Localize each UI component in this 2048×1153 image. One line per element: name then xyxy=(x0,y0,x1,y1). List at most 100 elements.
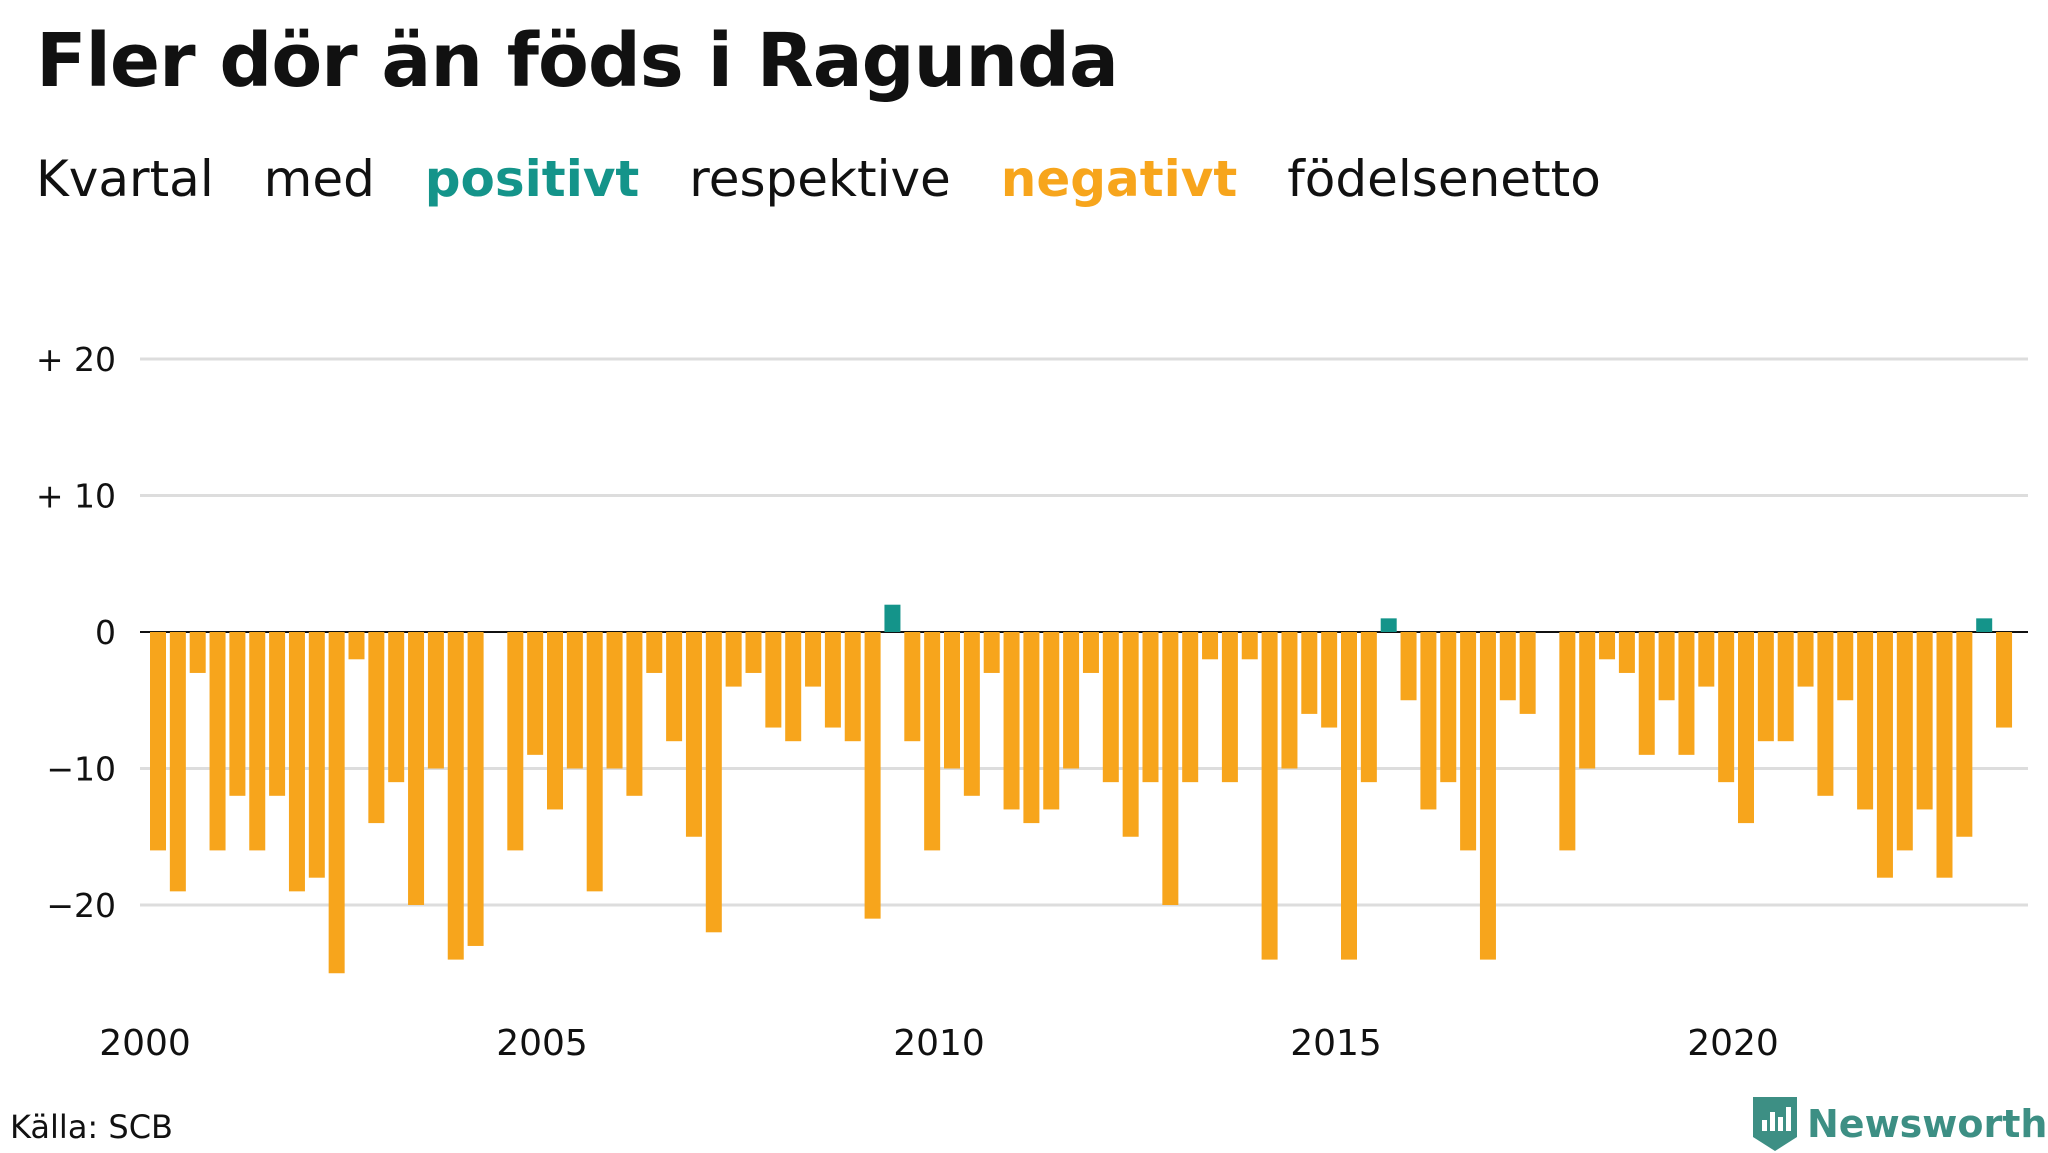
bar: 2021 Q4: -18 xyxy=(1876,632,1893,878)
bar: 2010 Q2: -12 xyxy=(963,632,980,796)
bar: 2006 Q4: -15 xyxy=(685,632,702,837)
bar: 2011 Q2: -13 xyxy=(1043,632,1060,810)
bar: 2017 Q1: -5 xyxy=(1499,632,1516,701)
newsworthy-logo-icon xyxy=(1753,1097,1797,1151)
bar: 2012 Q4: -20 xyxy=(1162,632,1179,905)
bar: 2001 Q1: -12 xyxy=(229,632,246,796)
bar: 2001 Q4: -19 xyxy=(288,632,305,892)
y-tick-label: 0 xyxy=(95,613,116,652)
bar: 2015 Q4: -5 xyxy=(1400,632,1417,701)
bar: 2016 Q2: -11 xyxy=(1440,632,1457,783)
bar: 2006 Q1: -12 xyxy=(626,632,643,796)
bar: 2019 Q3: -4 xyxy=(1698,632,1715,687)
bar: 2000 Q1: -16 xyxy=(150,632,166,851)
bar: 2006 Q3: -8 xyxy=(666,632,683,742)
y-tick-label: + 20 xyxy=(36,340,116,379)
bar: 2003 Q3: -10 xyxy=(427,632,444,769)
bar: 2020 Q3: -8 xyxy=(1777,632,1794,742)
x-tick-label: 2000 xyxy=(99,1023,191,1064)
y-tick-label: −20 xyxy=(46,886,116,925)
bar: 2013 Q1: -11 xyxy=(1182,632,1199,783)
bar: 2020 Q4: -4 xyxy=(1797,632,1814,687)
x-tick-label: 2005 xyxy=(496,1023,588,1064)
bar: 2019 Q2: -9 xyxy=(1678,632,1695,755)
bar: 2017 Q2: -6 xyxy=(1519,632,1536,714)
bar: 2007 Q2: -4 xyxy=(725,632,742,687)
bar: 2014 Q2: -10 xyxy=(1281,632,1298,769)
bar: 2001 Q3: -12 xyxy=(269,632,286,796)
bar: 2018 Q2: -2 xyxy=(1599,632,1616,660)
bar: 2018 Q1: -10 xyxy=(1579,632,1596,769)
bars: 2000 Q1: -162000 Q2: -192000 Q3: -32000 … xyxy=(150,604,2013,974)
bar: 2005 Q2: -10 xyxy=(566,632,583,769)
bar: 2013 Q2: -2 xyxy=(1202,632,1219,660)
bar: 2021 Q1: -12 xyxy=(1817,632,1834,796)
subtitle-positive-label: positivt xyxy=(424,150,640,208)
bar: 2019 Q1: -5 xyxy=(1658,632,1675,701)
bar: 2004 Q1: -23 xyxy=(467,632,484,946)
bar: 2014 Q1: -24 xyxy=(1261,632,1278,960)
bar: 2006 Q2: -3 xyxy=(646,632,663,673)
bar: 2002 Q4: -14 xyxy=(368,632,385,824)
y-tick-label: + 10 xyxy=(36,477,116,516)
bar: 2000 Q3: -3 xyxy=(189,632,206,673)
bar: 2013 Q4: -2 xyxy=(1241,632,1258,660)
subtitle-word: Kvartal xyxy=(36,150,214,208)
bar: 2013 Q3: -11 xyxy=(1221,632,1238,783)
bar: 2005 Q3: -19 xyxy=(586,632,603,892)
bar: 2022 Q3: -18 xyxy=(1936,632,1953,878)
bar: 2008 Q4: -8 xyxy=(844,632,861,742)
x-tick-label: 2010 xyxy=(893,1023,985,1064)
subtitle-word: födelsenetto xyxy=(1287,150,1601,208)
source-note: Källa: SCB xyxy=(10,1108,173,1146)
bar: 2016 Q4: -24 xyxy=(1479,632,1496,960)
bar: 2009 Q3: -8 xyxy=(904,632,921,742)
bar: 2015 Q2: -11 xyxy=(1360,632,1377,783)
bar: 2002 Q1: -18 xyxy=(308,632,325,878)
bar: 2015 Q1: -24 xyxy=(1341,632,1357,960)
bar: 2016 Q1: -13 xyxy=(1420,632,1437,810)
y-tick-label: −10 xyxy=(46,750,116,789)
bar: 2010 Q4: -13 xyxy=(1003,632,1020,810)
x-tick-label: 2020 xyxy=(1687,1023,1779,1064)
bar: 2005 Q4: -10 xyxy=(606,632,623,769)
bar: 2005 Q1: -13 xyxy=(547,632,563,810)
bar: 2011 Q1: -14 xyxy=(1023,632,1040,824)
bar: 2021 Q3: -13 xyxy=(1857,632,1874,810)
bar: 2004 Q4: -9 xyxy=(527,632,544,755)
bar: 2016 Q3: -16 xyxy=(1460,632,1477,851)
bar: 2022 Q2: -13 xyxy=(1916,632,1933,810)
bar: 2010 Q3: -3 xyxy=(983,632,1000,673)
chart-title: Fler dör än föds i Ragunda xyxy=(36,18,1119,104)
bar: 2010 Q1: -10 xyxy=(944,632,960,769)
x-tick-label: 2015 xyxy=(1290,1023,1382,1064)
bar: 2003 Q2: -20 xyxy=(408,632,425,905)
bar: 2019 Q4: -11 xyxy=(1718,632,1735,783)
bar: 2008 Q3: -7 xyxy=(824,632,841,728)
brand-name: Newsworthy xyxy=(1807,1102,2048,1146)
bar: 2001 Q2: -16 xyxy=(249,632,266,851)
brand-logo[interactable]: Newsworthy xyxy=(1753,1095,2048,1153)
bar: 2008 Q2: -4 xyxy=(805,632,822,687)
bar: 2011 Q4: -3 xyxy=(1082,632,1099,673)
subtitle-word: med xyxy=(263,150,375,208)
bar: 2018 Q3: -3 xyxy=(1618,632,1635,673)
bar: 2020 Q1: -14 xyxy=(1738,632,1754,824)
bar: 2000 Q4: -16 xyxy=(209,632,226,851)
subtitle-negative-label: negativt xyxy=(1000,150,1238,208)
bar: 2014 Q3: -6 xyxy=(1301,632,1318,714)
bar: 2012 Q2: -15 xyxy=(1122,632,1139,837)
bar: 2003 Q4: -24 xyxy=(447,632,464,960)
bar: 2017 Q4: -16 xyxy=(1559,632,1576,851)
bar: 2022 Q1: -16 xyxy=(1896,632,1913,851)
bar: 2022 Q4: -15 xyxy=(1956,632,1973,837)
bar: 2009 Q4: -16 xyxy=(924,632,941,851)
bar: 2007 Q4: -7 xyxy=(765,632,782,728)
bar: 2008 Q1: -8 xyxy=(785,632,802,742)
bar: 2009 Q2: 2 xyxy=(884,604,901,632)
bar: 2018 Q4: -9 xyxy=(1638,632,1655,755)
bar: 2014 Q4: -7 xyxy=(1321,632,1338,728)
bar: 2000 Q2: -19 xyxy=(169,632,186,892)
bar: 2021 Q2: -5 xyxy=(1837,632,1854,701)
